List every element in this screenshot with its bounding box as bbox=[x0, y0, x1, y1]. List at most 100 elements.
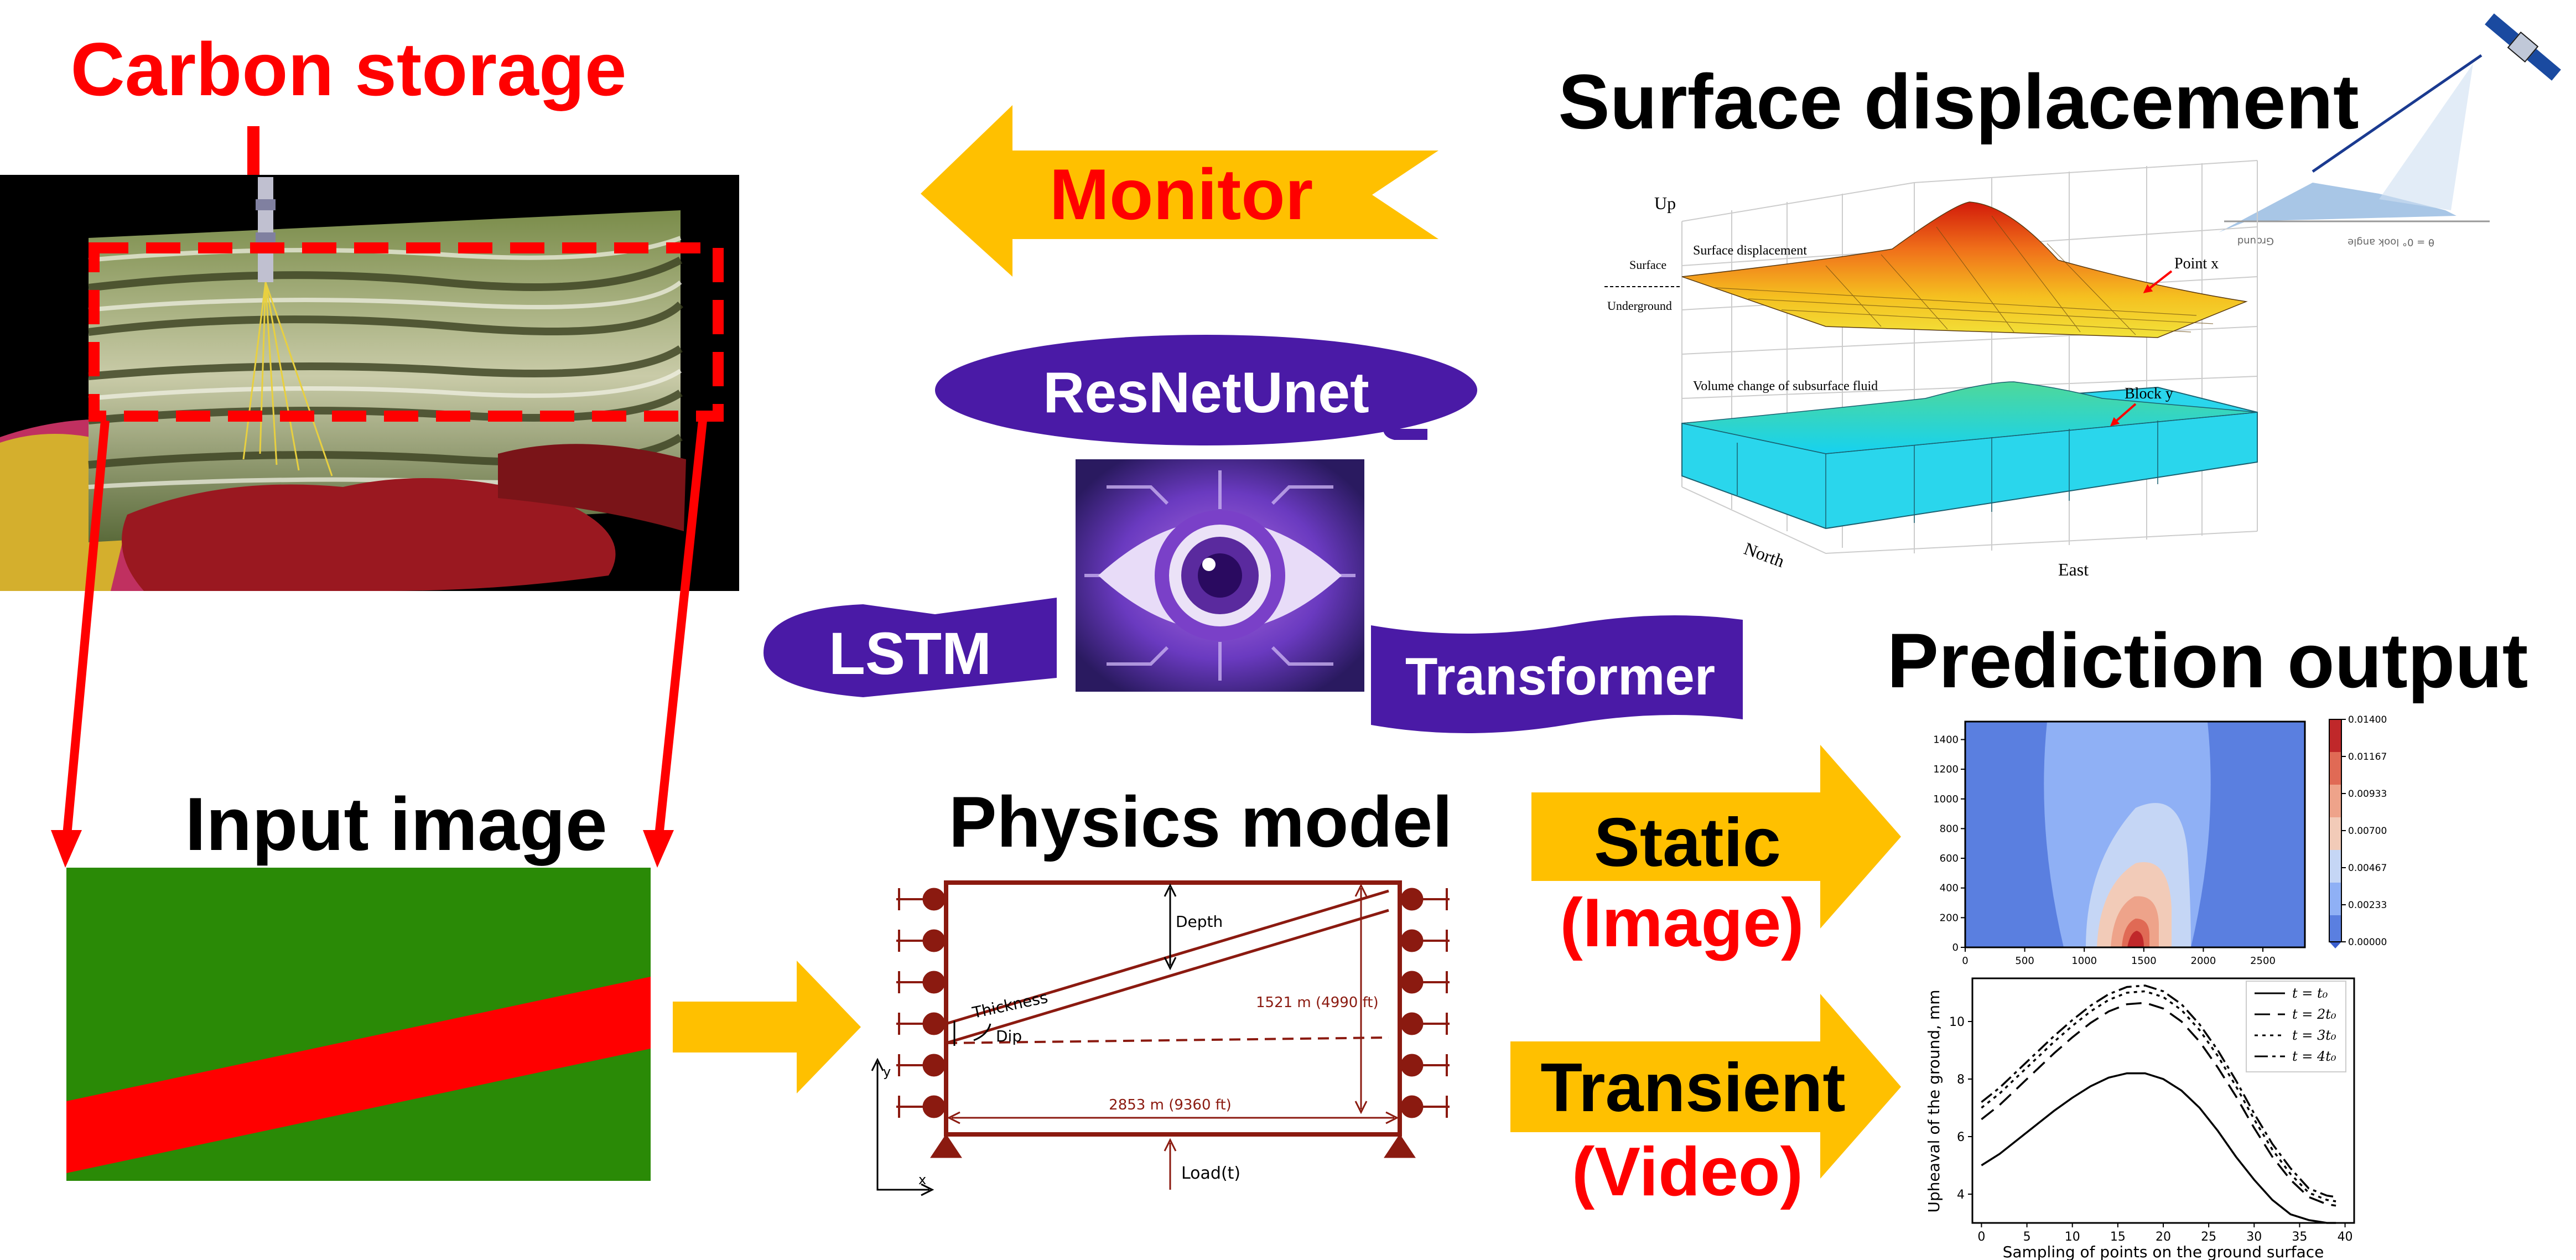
legend-label-2: t = 3t₀ bbox=[2292, 1028, 2336, 1043]
load-label: Load(t) bbox=[1181, 1164, 1240, 1183]
heatmap-x-tick-5: 2500 bbox=[2250, 955, 2276, 967]
heatmap-y-tick-5: 1000 bbox=[1933, 794, 1959, 805]
line-x-tick-0: 0 bbox=[1977, 1230, 1985, 1244]
line-x-tick-5: 25 bbox=[2201, 1230, 2216, 1244]
line-series-3 bbox=[1981, 984, 2336, 1198]
lstm-badge: LSTM bbox=[764, 598, 1057, 697]
region-of-interest-box bbox=[89, 242, 724, 422]
heatmap-bands bbox=[1965, 722, 2305, 947]
line-y-tick-0: 4 bbox=[1957, 1188, 1965, 1202]
heatmap-y-tick-4: 800 bbox=[1940, 823, 1959, 834]
transformer-badge: Transformer bbox=[1371, 615, 1743, 733]
east-label: East bbox=[2058, 559, 2089, 579]
line-chart-legend: t = t₀ t = 2t₀ t = 3t₀ t = 4t₀ bbox=[2246, 981, 2346, 1072]
heatmap-y-tick-7: 1400 bbox=[1933, 734, 1959, 745]
input-image-panel bbox=[66, 868, 651, 1181]
physics-supports bbox=[896, 888, 1450, 1158]
heatmap-x-tick-2: 1000 bbox=[2071, 955, 2097, 967]
heatmap-band-6 bbox=[2127, 931, 2144, 947]
svg-text:ResNetUnet: ResNetUnet bbox=[1043, 361, 1369, 425]
axis-x-label: x bbox=[918, 1172, 926, 1188]
line-y-tick-1: 6 bbox=[1957, 1131, 1965, 1144]
heatmap-x-tick-1: 500 bbox=[2015, 955, 2034, 967]
surface-displacement-plot: Up Surface Underground Surface displacem… bbox=[1604, 160, 2258, 579]
line-x-tick-2: 10 bbox=[2065, 1230, 2080, 1244]
colorbar-tick-5: 0.00233 bbox=[2348, 900, 2387, 911]
width-label: 2853 m (9360 ft) bbox=[1109, 1097, 1232, 1113]
line-chart-xlabel: Sampling of points on the ground surface bbox=[2003, 1243, 2324, 1260]
heatmap-x-tick-0: 0 bbox=[1962, 955, 1968, 967]
colorbar-tick-1: 0.01167 bbox=[2348, 751, 2387, 763]
transient-arrow bbox=[1510, 994, 1901, 1179]
heatmap-y-tick-2: 400 bbox=[1940, 883, 1959, 894]
line-y-tick-3: 10 bbox=[1949, 1015, 1965, 1029]
line-series-0 bbox=[1981, 1072, 2336, 1224]
line-x-ticks: 0 5 10 15 20 25 30 35 40 bbox=[1977, 1223, 2353, 1244]
line-series-group bbox=[1981, 984, 2336, 1224]
ai-eye-icon bbox=[1076, 459, 1364, 692]
zoom-line-right bbox=[654, 420, 707, 842]
monitor-label: Monitor bbox=[1050, 154, 1313, 235]
input-image-title: Input image bbox=[185, 782, 607, 866]
line-x-tick-1: 5 bbox=[2023, 1230, 2031, 1244]
line-chart-ylabel: Upheaval of the ground, mm bbox=[1925, 990, 1943, 1213]
line-x-tick-6: 30 bbox=[2246, 1230, 2262, 1244]
colorbar-tick-0: 0.01400 bbox=[2348, 714, 2387, 725]
surface-displacement-title: Surface displacement bbox=[1558, 58, 2359, 145]
north-label: North bbox=[1742, 538, 1787, 571]
static-image-label: (Image) bbox=[1560, 885, 1804, 961]
static-label: Static bbox=[1594, 805, 1781, 881]
colorbar-tick-6: 0.00000 bbox=[2348, 937, 2387, 948]
block-y-label: Block y bbox=[2125, 385, 2173, 402]
line-y-tick-2: 8 bbox=[1957, 1073, 1965, 1087]
seismic-cube-image bbox=[0, 175, 739, 591]
legend-label-3: t = 4t₀ bbox=[2292, 1049, 2336, 1064]
line-x-tick-3: 15 bbox=[2110, 1230, 2126, 1244]
heatmap-x-tick-4: 2000 bbox=[2191, 955, 2216, 967]
legend-label-1: t = 2t₀ bbox=[2292, 1007, 2336, 1022]
depth-label: Depth bbox=[1176, 912, 1223, 931]
heatmap-y-tick-1: 200 bbox=[1940, 912, 1959, 924]
transient-label: Transient bbox=[1540, 1050, 1845, 1126]
line-x-tick-7: 35 bbox=[2292, 1230, 2307, 1244]
input-to-physics-arrow bbox=[673, 961, 861, 1093]
heatmap-y-tick-3: 600 bbox=[1940, 853, 1959, 864]
ground-label: Ground bbox=[2237, 235, 2274, 247]
heatmap-x-tick-3: 1500 bbox=[2131, 955, 2157, 967]
volume-change-annotation: Volume change of subsurface fluid bbox=[1693, 379, 1878, 393]
line-x-tick-4: 20 bbox=[2156, 1230, 2171, 1244]
heatmap-colorbar-ticks: 0.01400 0.01167 0.00933 0.00700 0.00467 0.002… bbox=[2341, 714, 2387, 948]
transient-video-label: (Video) bbox=[1572, 1134, 1803, 1210]
axis-y-label: y bbox=[883, 1064, 891, 1080]
point-x-label: Point x bbox=[2174, 255, 2219, 272]
dip-label: Dip bbox=[996, 1027, 1022, 1045]
heatmap-y-ticks: 0 200 400 600 800 1000 1200 1400 bbox=[1933, 734, 1965, 953]
up-label: Up bbox=[1654, 193, 1676, 213]
heatmap-x-ticks: 0 500 1000 1500 2000 2500 bbox=[1962, 947, 2276, 967]
physics-model-diagram bbox=[871, 880, 1402, 1196]
colorbar-tick-2: 0.00933 bbox=[2348, 789, 2387, 800]
monitor-arrow bbox=[921, 105, 1438, 277]
colorbar-tick-3: 0.00700 bbox=[2348, 826, 2387, 837]
line-x-tick-8: 40 bbox=[2338, 1230, 2353, 1244]
colorbar-tick-4: 0.00467 bbox=[2348, 863, 2387, 874]
heatmap-frame bbox=[1964, 720, 2306, 948]
satellite-illustration: Ground θ = 0° look angle bbox=[2219, 12, 2563, 248]
prediction-output-title: Prediction output bbox=[1887, 617, 2528, 704]
legend-label-0: t = t₀ bbox=[2292, 986, 2328, 1001]
surface-label: Surface bbox=[1629, 258, 1666, 272]
heatmap-colorbar bbox=[2329, 719, 2342, 948]
zoom-line-left bbox=[62, 420, 110, 842]
height-label: 1521 m (4990 ft) bbox=[1256, 994, 1379, 1011]
contour-heatmap-chart: 0 500 1000 1500 2000 2500 0 200 400 600 800 1000 12… bbox=[1933, 714, 2387, 967]
heatmap-y-tick-0: 0 bbox=[1952, 942, 1959, 953]
underground-label: Underground bbox=[1607, 299, 1672, 313]
line-series-1 bbox=[1981, 1002, 2336, 1207]
surface-disp-annotation: Surface displacement bbox=[1693, 243, 1807, 258]
heatmap-y-tick-6: 1200 bbox=[1933, 764, 1959, 775]
svg-text:LSTM: LSTM bbox=[829, 620, 991, 687]
carbon-storage-title: Carbon storage bbox=[70, 27, 626, 111]
static-arrow bbox=[1531, 745, 1901, 929]
